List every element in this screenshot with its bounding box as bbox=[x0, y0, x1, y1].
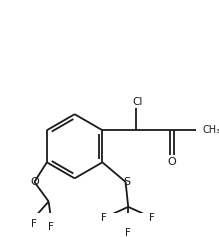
Text: F: F bbox=[48, 222, 54, 232]
Text: O: O bbox=[168, 157, 176, 167]
Text: F: F bbox=[125, 228, 131, 237]
Text: O: O bbox=[30, 177, 39, 187]
Text: S: S bbox=[123, 177, 130, 187]
Text: F: F bbox=[149, 213, 155, 223]
Text: F: F bbox=[31, 219, 36, 229]
Text: CH₃: CH₃ bbox=[203, 125, 219, 135]
Text: Cl: Cl bbox=[132, 97, 142, 107]
Text: F: F bbox=[101, 213, 107, 223]
